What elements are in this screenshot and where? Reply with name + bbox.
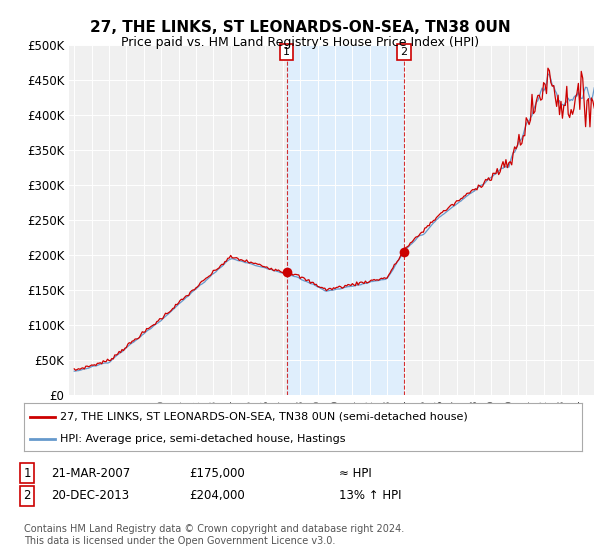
Text: 1: 1 [23,466,31,480]
Text: 1: 1 [283,47,290,57]
Text: 27, THE LINKS, ST LEONARDS-ON-SEA, TN38 0UN (semi-detached house): 27, THE LINKS, ST LEONARDS-ON-SEA, TN38 … [60,412,468,422]
Bar [287,45,404,395]
Text: £204,000: £204,000 [189,489,245,502]
Text: 27, THE LINKS, ST LEONARDS-ON-SEA, TN38 0UN: 27, THE LINKS, ST LEONARDS-ON-SEA, TN38 … [89,20,511,35]
Text: 2: 2 [23,489,31,502]
Text: £175,000: £175,000 [189,466,245,480]
Text: 21-MAR-2007: 21-MAR-2007 [51,466,130,480]
Text: Contains HM Land Registry data © Crown copyright and database right 2024.
This d: Contains HM Land Registry data © Crown c… [24,524,404,545]
Text: 2: 2 [400,47,407,57]
Text: 20-DEC-2013: 20-DEC-2013 [51,489,129,502]
Text: Price paid vs. HM Land Registry's House Price Index (HPI): Price paid vs. HM Land Registry's House … [121,36,479,49]
Text: HPI: Average price, semi-detached house, Hastings: HPI: Average price, semi-detached house,… [60,434,346,444]
Text: ≈ HPI: ≈ HPI [339,466,372,480]
Text: 13% ↑ HPI: 13% ↑ HPI [339,489,401,502]
